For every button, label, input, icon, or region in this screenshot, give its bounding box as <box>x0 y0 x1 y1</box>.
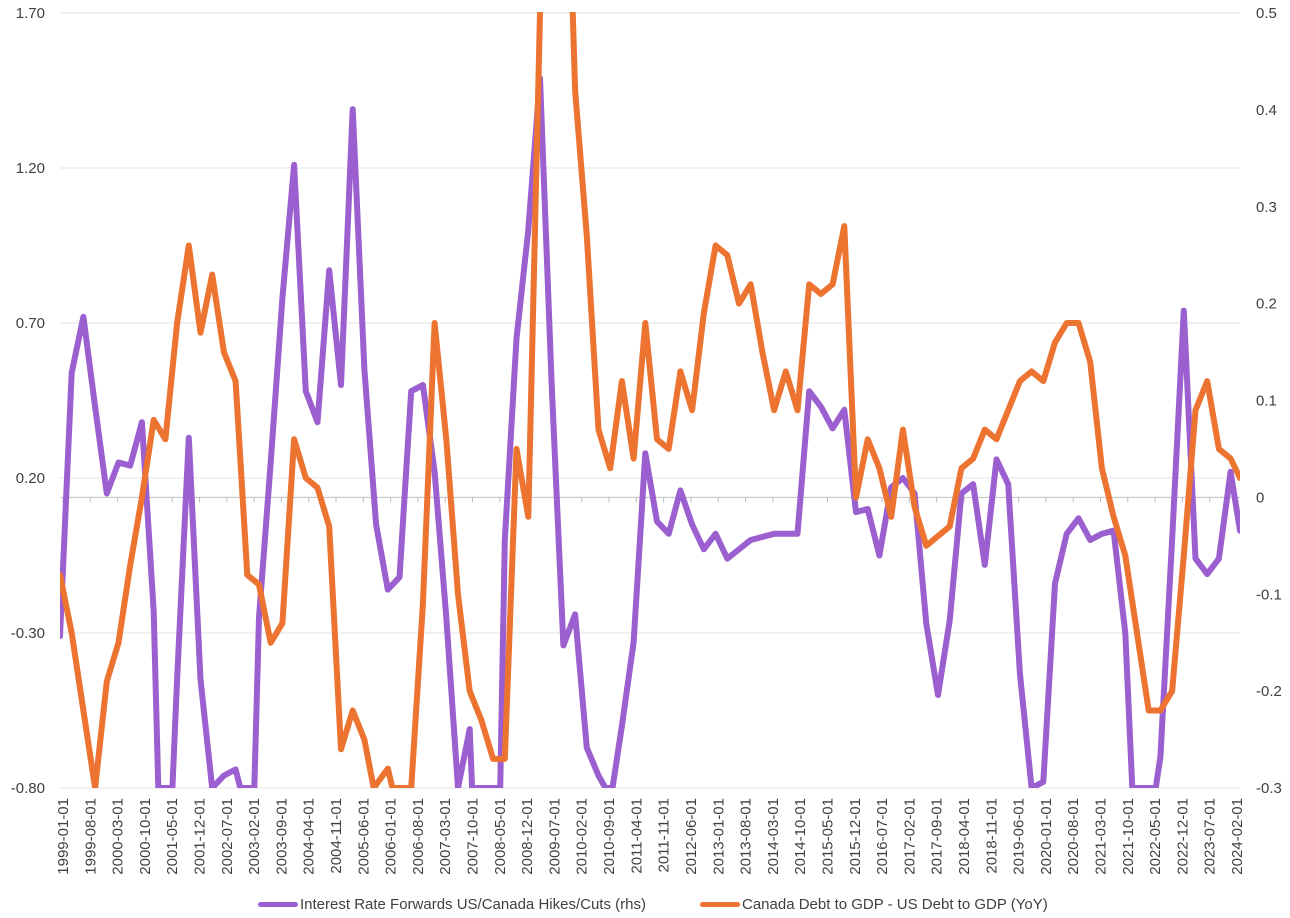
series-layer <box>60 12 1240 788</box>
x-tick-label: 2002-07-01 <box>219 798 236 875</box>
x-tick-label: 2022-12-01 <box>1174 798 1191 875</box>
x-tick-label: 2011-11-01 <box>656 798 673 873</box>
x-tick-label: 2001-05-01 <box>164 798 181 875</box>
x-tick-label: 2012-06-01 <box>683 798 700 875</box>
x-tick-label: 2023-07-01 <box>1202 798 1219 875</box>
right-axis-tick-labels: 0.5 0.4 0.3 0.2 0.1 0 -0.1 -0.2 -0.3 <box>1256 5 1282 797</box>
line-chart: 1.701.200.700.20-0.30-0.80 0.50.40.30.20… <box>11 5 1282 875</box>
left-tick-label: -0.30 <box>11 625 45 642</box>
legend-label-interest-rate-forwards: Interest Rate Forwards US/Canada Hikes/C… <box>300 896 646 913</box>
x-tick-label: 2015-05-01 <box>819 798 836 875</box>
x-tick-label: 2011-04-01 <box>628 798 645 874</box>
x-tick-label: 2016-07-01 <box>874 798 891 875</box>
x-tick-label: 2010-02-01 <box>574 798 591 875</box>
x-tick-label: 2019-06-01 <box>1011 798 1028 875</box>
x-tick-label: 2004-11-01 <box>328 798 345 874</box>
series-line-debt-to-gdp <box>60 12 1240 788</box>
x-tick-label: 2015-12-01 <box>847 798 864 875</box>
legend-swatch-orange <box>700 902 740 907</box>
x-tick-label: 2018-11-01 <box>983 798 1000 874</box>
x-tick-label: 2000-03-01 <box>110 798 127 875</box>
right-tick-label: 0 <box>1256 489 1264 506</box>
left-axis-tick-labels: 1.70 1.20 0.70 0.20 -0.30 -0.80 <box>11 5 45 797</box>
left-tick-label: 1.20 <box>16 160 45 177</box>
right-tick-label: 0.2 <box>1256 296 1277 313</box>
series-line-interest-rate-forwards <box>60 75 1240 788</box>
x-tick-label: 2007-03-01 <box>437 798 454 875</box>
right-tick-label: 0.4 <box>1256 102 1277 119</box>
right-tick-label: -0.2 <box>1256 683 1282 700</box>
legend-swatch-purple <box>258 902 298 907</box>
x-tick-label: 2006-08-01 <box>410 798 427 875</box>
x-tick-label: 2021-03-01 <box>1092 798 1109 875</box>
x-tick-label: 2003-09-01 <box>273 798 290 875</box>
x-tick-label: 1999-08-01 <box>82 798 99 875</box>
x-tick-label: 2008-12-01 <box>519 798 536 875</box>
x-tick-label: 2000-10-01 <box>137 798 154 875</box>
legend-item-debt-to-gdp: Canada Debt to GDP - US Debt to GDP (YoY… <box>700 896 1048 913</box>
x-tick-label: 2010-09-01 <box>601 798 618 875</box>
x-tick-label: 2008-05-01 <box>492 798 509 875</box>
x-tick-label: 2021-10-01 <box>1120 798 1137 875</box>
legend-item-interest-rate-forwards: Interest Rate Forwards US/Canada Hikes/C… <box>258 896 646 913</box>
left-tick-label: 0.20 <box>16 470 45 487</box>
x-tick-label: 2013-08-01 <box>738 798 755 875</box>
x-tick-label: 2003-02-01 <box>246 798 263 875</box>
x-tick-label: 2005-06-01 <box>355 798 372 875</box>
right-tick-label: 0.1 <box>1256 393 1277 410</box>
x-tick-label: 2018-04-01 <box>956 798 973 875</box>
left-tick-label: 1.70 <box>16 5 45 22</box>
left-tick-label: 0.70 <box>16 315 45 332</box>
right-tick-label: -0.3 <box>1256 780 1282 797</box>
x-tick-label: 2001-12-01 <box>192 798 209 875</box>
legend-label-debt-to-gdp: Canada Debt to GDP - US Debt to GDP (YoY… <box>742 896 1048 913</box>
x-tick-label: 2004-04-01 <box>301 798 318 875</box>
left-tick-label: -0.80 <box>11 780 45 797</box>
x-tick-label: 2006-01-01 <box>383 798 400 875</box>
x-tick-label: 2020-01-01 <box>1038 798 1055 875</box>
x-tick-label: 2014-03-01 <box>765 798 782 875</box>
x-tick-label: 2007-10-01 <box>465 798 482 875</box>
x-tick-label: 1999-01-01 <box>55 798 72 875</box>
x-tick-label: 2009-07-01 <box>546 798 563 875</box>
x-axis-tick-labels: 1999-01-01 1999-08-01 2000-03-01 2000-10-01… <box>55 798 1246 875</box>
x-tick-label: 2017-02-01 <box>901 798 918 875</box>
right-tick-label: 0.5 <box>1256 5 1277 22</box>
legend: Interest Rate Forwards US/Canada Hikes/C… <box>0 896 1290 918</box>
right-tick-label: -0.1 <box>1256 586 1282 603</box>
x-tick-label: 2017-09-01 <box>929 798 946 875</box>
x-tick-label: 2022-05-01 <box>1147 798 1164 875</box>
x-tick-label: 2020-08-01 <box>1065 798 1082 875</box>
x-tick-label: 2013-01-01 <box>710 798 727 875</box>
right-tick-label: 0.3 <box>1256 199 1277 216</box>
x-tick-label: 2014-10-01 <box>792 798 809 875</box>
x-tick-label: 2024-02-01 <box>1229 798 1246 875</box>
